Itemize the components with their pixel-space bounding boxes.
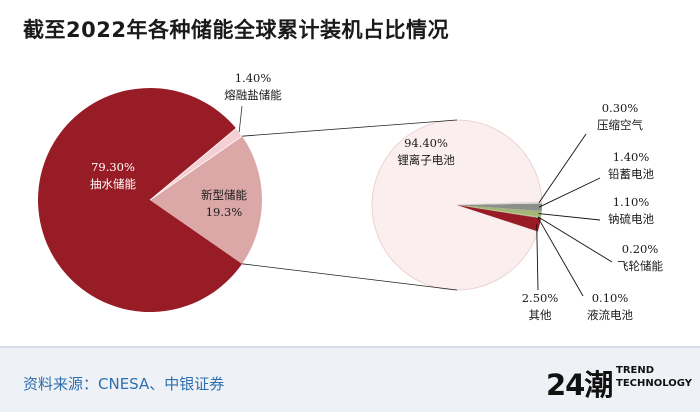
connector-line-top	[242, 119, 458, 137]
label-sodium-sulfur-name: 钠硫电池	[608, 212, 654, 226]
leader-lead-acid	[538, 177, 601, 208]
label-compressed-air-value: 0.30%	[602, 101, 639, 115]
pie-slice-new-type-storage	[150, 136, 263, 264]
label-flywheel-name: 飞轮储能	[617, 259, 663, 273]
logo-text-technology: TECHNOLOGY	[616, 378, 692, 389]
label-flywheel-value: 0.20%	[622, 242, 659, 256]
label-pumped-name: 抽水储能	[90, 177, 136, 191]
pie-slice-flywheel	[457, 205, 542, 218]
label-new-type-value: 19.3%	[206, 205, 243, 219]
title-bar: 截至2022年各种储能全球累计装机占比情况	[0, 0, 700, 58]
label-lithium-name: 锂离子电池	[397, 153, 455, 167]
leader-flywheel	[537, 216, 613, 263]
footer: 资料来源：CNESA、中银证券 24潮 TREND TECHNOLOGY	[0, 346, 700, 412]
label-lead-acid-value: 1.40%	[613, 150, 650, 164]
label-others-name: 其他	[529, 308, 552, 322]
label-lithium-value: 94.40%	[404, 136, 448, 150]
pie-slice-pumped-storage	[37, 88, 243, 313]
pie-slice-others	[457, 205, 541, 232]
label-molten-salt-value: 1.40%	[235, 71, 272, 85]
pie-slice-flow-battery	[457, 205, 542, 219]
pie-slice-compressed-air	[457, 201, 542, 205]
leader-others	[536, 224, 539, 291]
leader-compressed-air	[538, 133, 587, 204]
label-flow-battery-value: 0.10%	[592, 291, 629, 305]
logo-text-trend: TREND	[616, 365, 655, 376]
pie-slice-lead-acid	[457, 203, 543, 211]
chart-title: 截至2022年各种储能全球累计装机占比情况	[23, 18, 449, 42]
label-pumped-value: 79.30%	[91, 160, 135, 174]
label-sodium-sulfur-value: 1.10%	[613, 195, 650, 209]
connector-line-bottom	[241, 263, 458, 291]
label-others-value: 2.50%	[522, 291, 559, 305]
label-lead-acid-name: 铅蓄电池	[608, 167, 654, 181]
label-flow-battery-name: 液流电池	[587, 308, 633, 322]
leader-sodium-sulfur	[538, 213, 601, 221]
leader-flow-battery	[537, 217, 584, 297]
logo-mark: 24潮	[546, 368, 613, 402]
footer-divider	[0, 346, 700, 348]
leader-molten-salt	[238, 105, 243, 133]
pie-slice-lithium-ion	[371, 119, 543, 291]
source-note: 资料来源：CNESA、中银证券	[23, 375, 225, 393]
label-compressed-air-name: 压缩空气	[597, 118, 643, 132]
label-new-type-name: 新型储能	[201, 188, 247, 202]
label-molten-salt-name: 熔融盐储能	[224, 88, 282, 102]
pie-slice-sodium-sulfur	[457, 205, 542, 217]
